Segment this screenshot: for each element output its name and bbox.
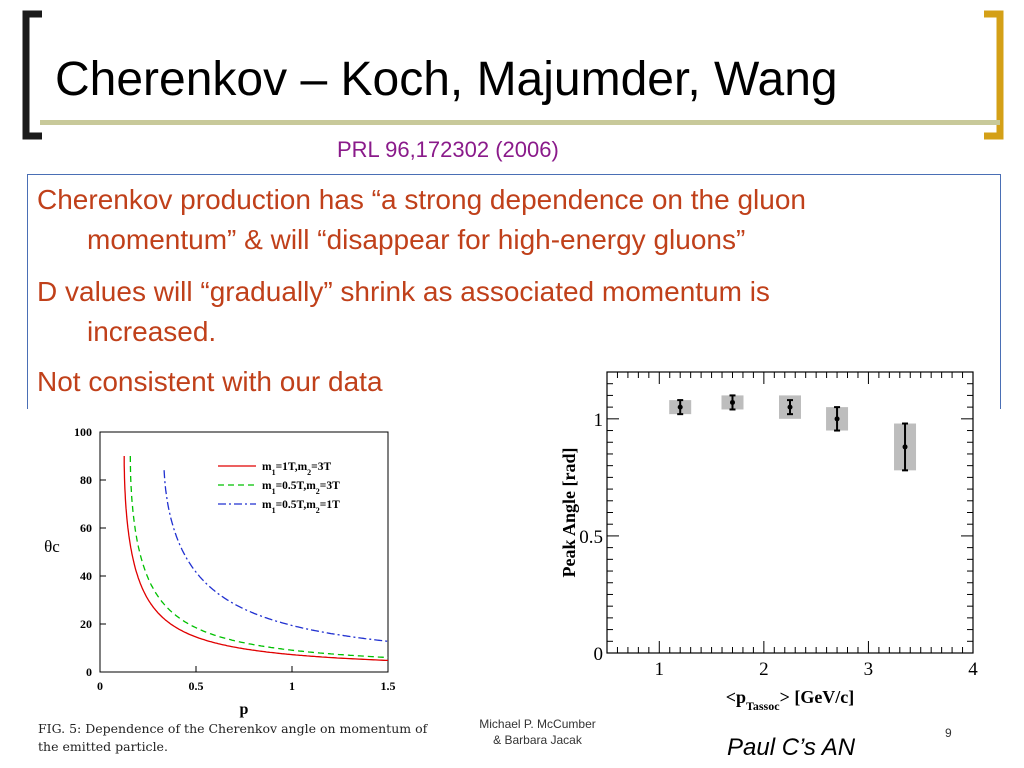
x-axis-label: <pTassoc> [GeV/c] [726, 687, 855, 710]
bullet-2: D values will “gradually” shrink as asso… [37, 272, 770, 352]
data-point-4 [834, 416, 840, 422]
bullet-2-line1: D values will “gradually” shrink as asso… [37, 276, 770, 307]
y-tick-label: 0 [594, 644, 604, 665]
right-bracket-decoration [984, 10, 1004, 140]
y-tick-label: 100 [74, 425, 92, 439]
credit-text: Paul C’s AN [727, 734, 856, 761]
series-line-2 [129, 455, 389, 659]
y-tick-label: 0.5 [579, 527, 603, 548]
x-tick-label: 3 [864, 659, 874, 680]
x-tick-label: 4 [968, 659, 978, 680]
x-tick-label: 1.5 [381, 679, 396, 693]
x-tick-label: 1 [289, 679, 295, 693]
legend-entry-3: m1=0.5T,m2=1T [262, 499, 340, 515]
footer-author-line1: Michael P. McCumber [479, 717, 596, 731]
peak-angle-chart: 1 2 3 4 0 0.5 1 <pTassoc> [GeV/c] Peak Angle [ra… [559, 371, 978, 710]
content-box [27, 174, 1001, 409]
legend-entry-2: m1=0.5T,m2=3T [262, 480, 340, 496]
x-tick-label: 0 [97, 679, 103, 693]
title-rule [40, 120, 1000, 125]
y-axis-label: θc [44, 537, 60, 556]
x-tick-label: 1 [655, 659, 665, 680]
y-tick-label: 60 [80, 521, 92, 535]
x-axis-label: p [240, 701, 249, 718]
y-tick-label: 1 [594, 410, 604, 431]
bullet-3: Not consistent with our data [37, 362, 383, 402]
cherenkov-angle-chart: 0 0.5 1 1.5 0 20 40 60 80 100 p θc m1=1T,m2=3T m1=0.5… [44, 425, 396, 718]
bullet-1: Cherenkov production has “a strong depen… [37, 180, 806, 260]
x-tick-label: 0.5 [189, 679, 204, 693]
footer-author: Michael P. McCumber & Barbara Jacak [465, 716, 610, 748]
y-tick-label: 80 [80, 473, 92, 487]
reference-subtitle: PRL 96,172302 (2006) [337, 137, 559, 162]
data-point-5 [902, 444, 908, 450]
footer-author-line2: & Barbara Jacak [493, 733, 582, 747]
x-tick-label: 2 [759, 659, 769, 680]
series-line-1 [123, 456, 388, 662]
y-tick-label: 0 [86, 665, 92, 679]
series-line-3 [163, 470, 389, 642]
page-number: 9 [945, 726, 952, 740]
bullet-3-line1: Not consistent with our data [37, 366, 383, 397]
y-tick-label: 40 [80, 569, 92, 583]
plot-frame [99, 431, 389, 673]
slide-title: Cherenkov – Koch, Majumder, Wang [55, 53, 838, 106]
figure-caption: FIG. 5: Dependence of the Cherenkov angl… [38, 721, 428, 754]
y-tick-label: 20 [80, 617, 92, 631]
y-axis-label: Peak Angle [rad] [559, 448, 579, 578]
bullet-2-line2: increased. [87, 316, 217, 347]
bullet-1-line2: momentum” & will “disappear for high-ene… [87, 224, 746, 255]
bullet-1-line1: Cherenkov production has “a strong depen… [37, 184, 806, 215]
left-bracket-decoration [22, 10, 42, 140]
data-point-3 [787, 404, 793, 410]
legend-entry-1: m1=1T,m2=3T [262, 461, 331, 477]
data-point-1 [677, 404, 683, 410]
data-point-2 [729, 399, 735, 405]
